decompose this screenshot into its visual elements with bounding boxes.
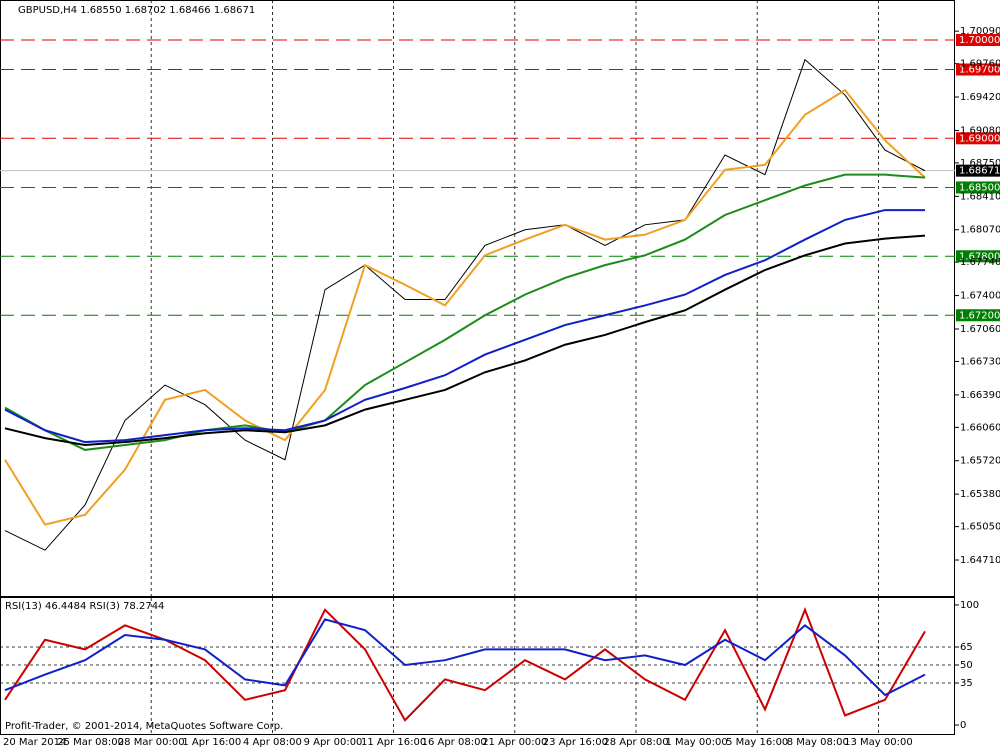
y-tick-label: 1.68070: [960, 225, 1000, 236]
x-tick-label: 11 Apr 16:00: [361, 737, 426, 748]
y-tick-label: 100: [960, 600, 979, 611]
y-tick-label: 0: [960, 720, 966, 731]
level-tag: [956, 309, 1000, 322]
x-tick-label: 16 Apr 08:00: [422, 737, 487, 748]
series-line: [4, 173, 926, 451]
series-line: [4, 58, 926, 551]
price-title: GBPUSD,H4 1.68550 1.68702 1.68466 1.6867…: [18, 5, 255, 16]
level-tag: [956, 181, 1000, 194]
y-tick-label: 1.64710: [960, 555, 1000, 566]
last-price-label: 1.68671: [959, 166, 1000, 177]
price-frame: [0, 0, 955, 597]
level-label: 1.69000: [959, 133, 1000, 144]
x-tick-label: 25 Mar 08:00: [57, 737, 124, 748]
y-tick-label: 1.65050: [960, 522, 1000, 533]
x-tick-label: 20 Mar 2014: [3, 737, 66, 748]
series-line: [4, 88, 926, 526]
y-tick-label: 1.69080: [960, 125, 1000, 136]
x-tick-label: 28 Apr 08:00: [603, 737, 668, 748]
level-label: 1.67800: [959, 251, 1000, 262]
y-tick-label: 1.66060: [960, 422, 1000, 433]
x-tick-label: 5 May 16:00: [726, 737, 788, 748]
y-tick-label: 1.69420: [960, 92, 1000, 103]
y-tick-label: 65: [960, 642, 973, 653]
series-line: [4, 607, 926, 722]
y-tick-label: 1.68410: [960, 191, 1000, 202]
footer: Profit-Trader, © 2001-2014, MetaQuotes S…: [5, 721, 283, 732]
level-tag: [956, 63, 1000, 76]
rsi-frame: [0, 597, 955, 735]
x-tick-label: 23 Apr 16:00: [543, 737, 608, 748]
y-tick-label: 1.68750: [960, 158, 1000, 169]
level-label: 1.67200: [959, 310, 1000, 321]
y-tick-label: 1.70090: [960, 26, 1000, 37]
x-tick-label: 13 May 00:00: [844, 737, 913, 748]
y-tick-label: 1.67060: [960, 324, 1000, 335]
rsi-title: RSI(13) 46.4484 RSI(3) 78.2744: [5, 601, 164, 612]
x-tick-label: 21 Apr 00:00: [482, 737, 547, 748]
x-tick-label: 1 May 00:00: [665, 737, 727, 748]
level-label: 1.68500: [959, 182, 1000, 193]
x-tick-label: 8 May 08:00: [787, 737, 849, 748]
x-tick-label: 4 Apr 08:00: [243, 737, 302, 748]
series-line: [4, 234, 926, 447]
series-line: [4, 209, 925, 444]
y-tick-label: 35: [960, 678, 973, 689]
y-tick-label: 1.67400: [960, 291, 1000, 302]
y-tick-label: 1.65380: [960, 489, 1000, 500]
level-label: 1.69700: [959, 64, 1000, 75]
last-price-tag: [956, 164, 1000, 177]
level-tag: [956, 250, 1000, 263]
x-tick-label: 28 Mar 00:00: [118, 737, 185, 748]
level-tag: [956, 132, 1000, 145]
y-tick-label: 1.66390: [960, 390, 1000, 401]
level-label: 1.70000: [959, 35, 1000, 46]
x-tick-label: 9 Apr 00:00: [304, 737, 363, 748]
y-tick-label: 1.66730: [960, 356, 1000, 367]
y-tick-label: 1.69760: [960, 59, 1000, 70]
y-tick-label: 50: [960, 660, 973, 671]
level-tag: [956, 34, 1000, 47]
y-tick-label: 1.65720: [960, 456, 1000, 467]
x-tick-label: 1 Apr 16:00: [182, 737, 241, 748]
series-line: [4, 618, 926, 697]
y-tick-label: 1.67740: [960, 257, 1000, 268]
